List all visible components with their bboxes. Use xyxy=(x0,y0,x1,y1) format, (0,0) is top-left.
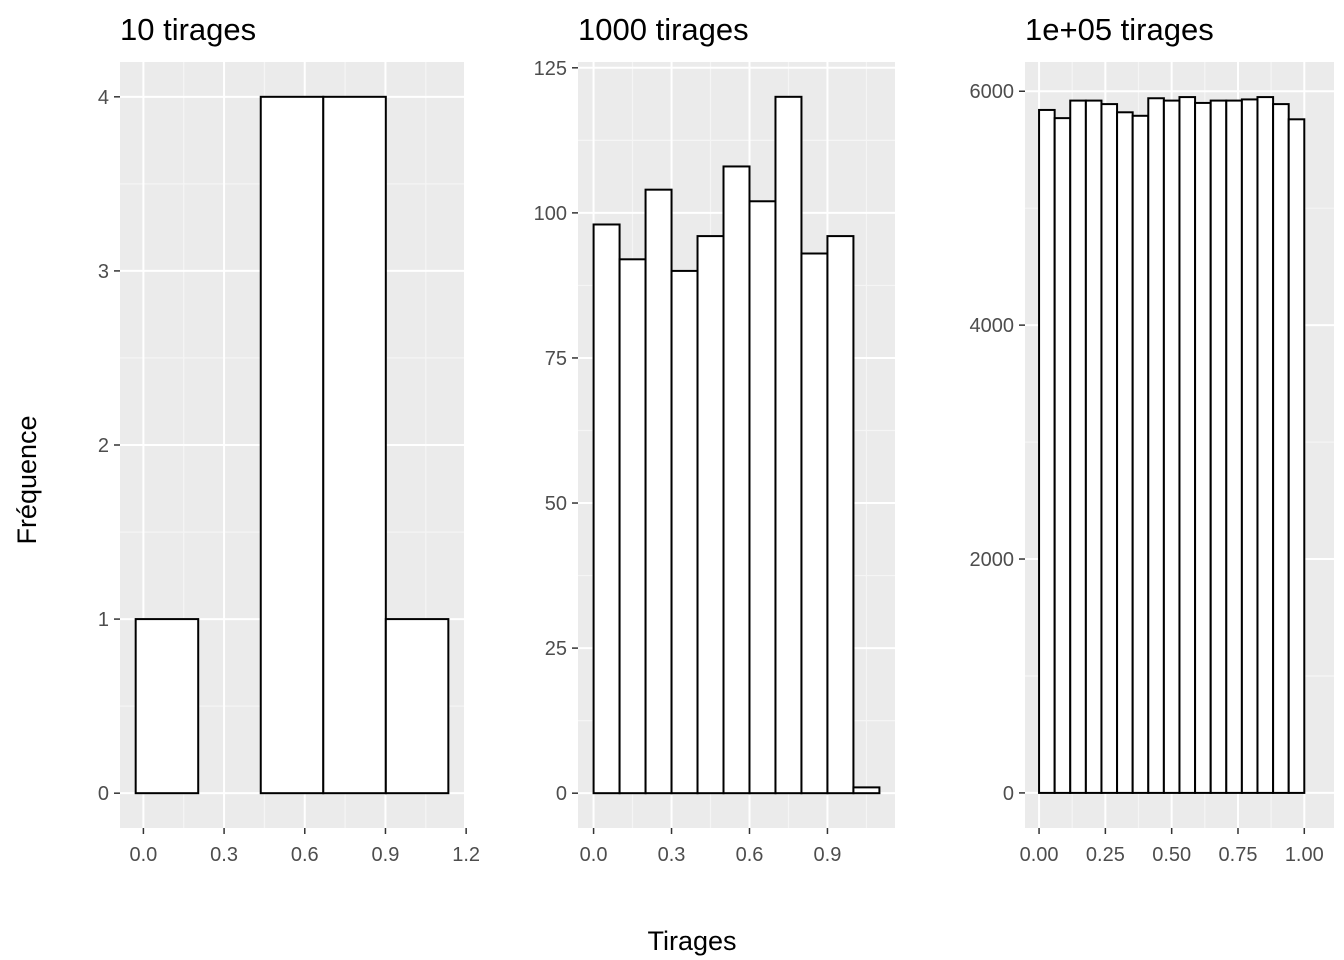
y-tick-label: 0 xyxy=(1003,783,1014,805)
histogram-bar xyxy=(1225,99,1243,794)
y-tick-label: 3 xyxy=(98,261,109,283)
y-axis-title: Fréquence xyxy=(12,415,42,544)
histogram-bar xyxy=(1194,101,1212,794)
x-tick-label: 0.6 xyxy=(736,844,764,866)
y-tick-label: 125 xyxy=(534,58,567,80)
histogram-bar xyxy=(1287,118,1306,794)
x-tick-label: 0.6 xyxy=(291,844,319,866)
histogram-bar xyxy=(1162,99,1181,794)
histogram-bar xyxy=(852,786,881,795)
x-tick-label: 0.0 xyxy=(129,844,157,866)
x-tick-label: 0.75 xyxy=(1219,844,1258,866)
y-tick-label: 50 xyxy=(545,493,567,515)
x-tick-label: 1.00 xyxy=(1285,844,1324,866)
histogram-bar xyxy=(774,95,803,795)
histogram-bar xyxy=(134,618,200,795)
histogram-bar xyxy=(722,165,751,795)
y-tick-label: 4 xyxy=(98,87,109,109)
y-tick-label: 75 xyxy=(545,348,567,370)
panel-title: 1000 tirages xyxy=(578,12,749,47)
histogram-bar xyxy=(1038,108,1056,794)
histogram-bar xyxy=(800,252,829,795)
x-tick-label: 0.3 xyxy=(210,844,238,866)
histogram-bar xyxy=(618,258,647,795)
histogram-bar xyxy=(1272,103,1290,794)
histogram-bar xyxy=(592,223,621,795)
y-tick-label: 2000 xyxy=(970,549,1015,571)
panel-10-tirages: 0.0 0.3 0.6 0.9 1.2 0 1 2 3 4 10 tirages xyxy=(98,12,480,866)
histogram-bar xyxy=(322,95,387,795)
panel-title: 1e+05 tirages xyxy=(1025,12,1214,47)
x-axis-title: Tirages xyxy=(647,926,736,956)
panel-1000-tirages: 0.0 0.3 0.6 0.9 0 25 50 75 100 125 1000 tirages xyxy=(534,12,895,866)
histogram-bar xyxy=(1240,98,1259,794)
x-tick-label: 0.00 xyxy=(1020,844,1059,866)
y-tick-label: 100 xyxy=(534,203,567,225)
histogram-bar xyxy=(1069,99,1087,794)
y-tick-label: 0 xyxy=(98,783,109,805)
histogram-bar xyxy=(826,235,855,795)
x-tick-label: 0.0 xyxy=(580,844,608,866)
y-tick-label: 2 xyxy=(98,435,109,457)
y-tick-label: 0 xyxy=(556,783,567,805)
histogram-bar xyxy=(696,235,725,795)
histogram-bar xyxy=(1084,99,1103,794)
y-tick-label: 25 xyxy=(545,638,567,660)
panel-title: 10 tirages xyxy=(120,12,256,47)
histogram-bar xyxy=(1053,117,1072,794)
histogram-bar xyxy=(670,269,699,795)
x-tick-label: 0.50 xyxy=(1152,844,1191,866)
histogram-bar xyxy=(1131,114,1150,794)
histogram-bar xyxy=(1256,96,1275,794)
x-tick-label: 0.9 xyxy=(372,844,400,866)
histogram-bar xyxy=(1209,99,1228,794)
x-tick-label: 0.9 xyxy=(814,844,842,866)
panel-1e05-tirages: 0.00 0.25 0.50 0.75 1.00 0 2000 4000 6000 1e+05 t… xyxy=(970,12,1334,866)
histogram-bar xyxy=(748,200,777,795)
histogram-bar xyxy=(384,618,450,795)
histogram-bar xyxy=(1178,96,1197,794)
histogram-bar xyxy=(1147,97,1165,794)
x-tick-label: 1.2 xyxy=(452,844,480,866)
y-tick-label: 1 xyxy=(98,609,109,631)
y-tick-label: 6000 xyxy=(970,81,1015,103)
histogram-bar xyxy=(1100,103,1119,794)
histogram-bar xyxy=(259,95,325,795)
y-tick-label: 4000 xyxy=(970,315,1015,337)
histogram-bar xyxy=(644,188,673,795)
x-tick-label: 0.3 xyxy=(658,844,686,866)
histogram-bar xyxy=(1116,111,1134,794)
x-tick-label: 0.25 xyxy=(1086,844,1125,866)
